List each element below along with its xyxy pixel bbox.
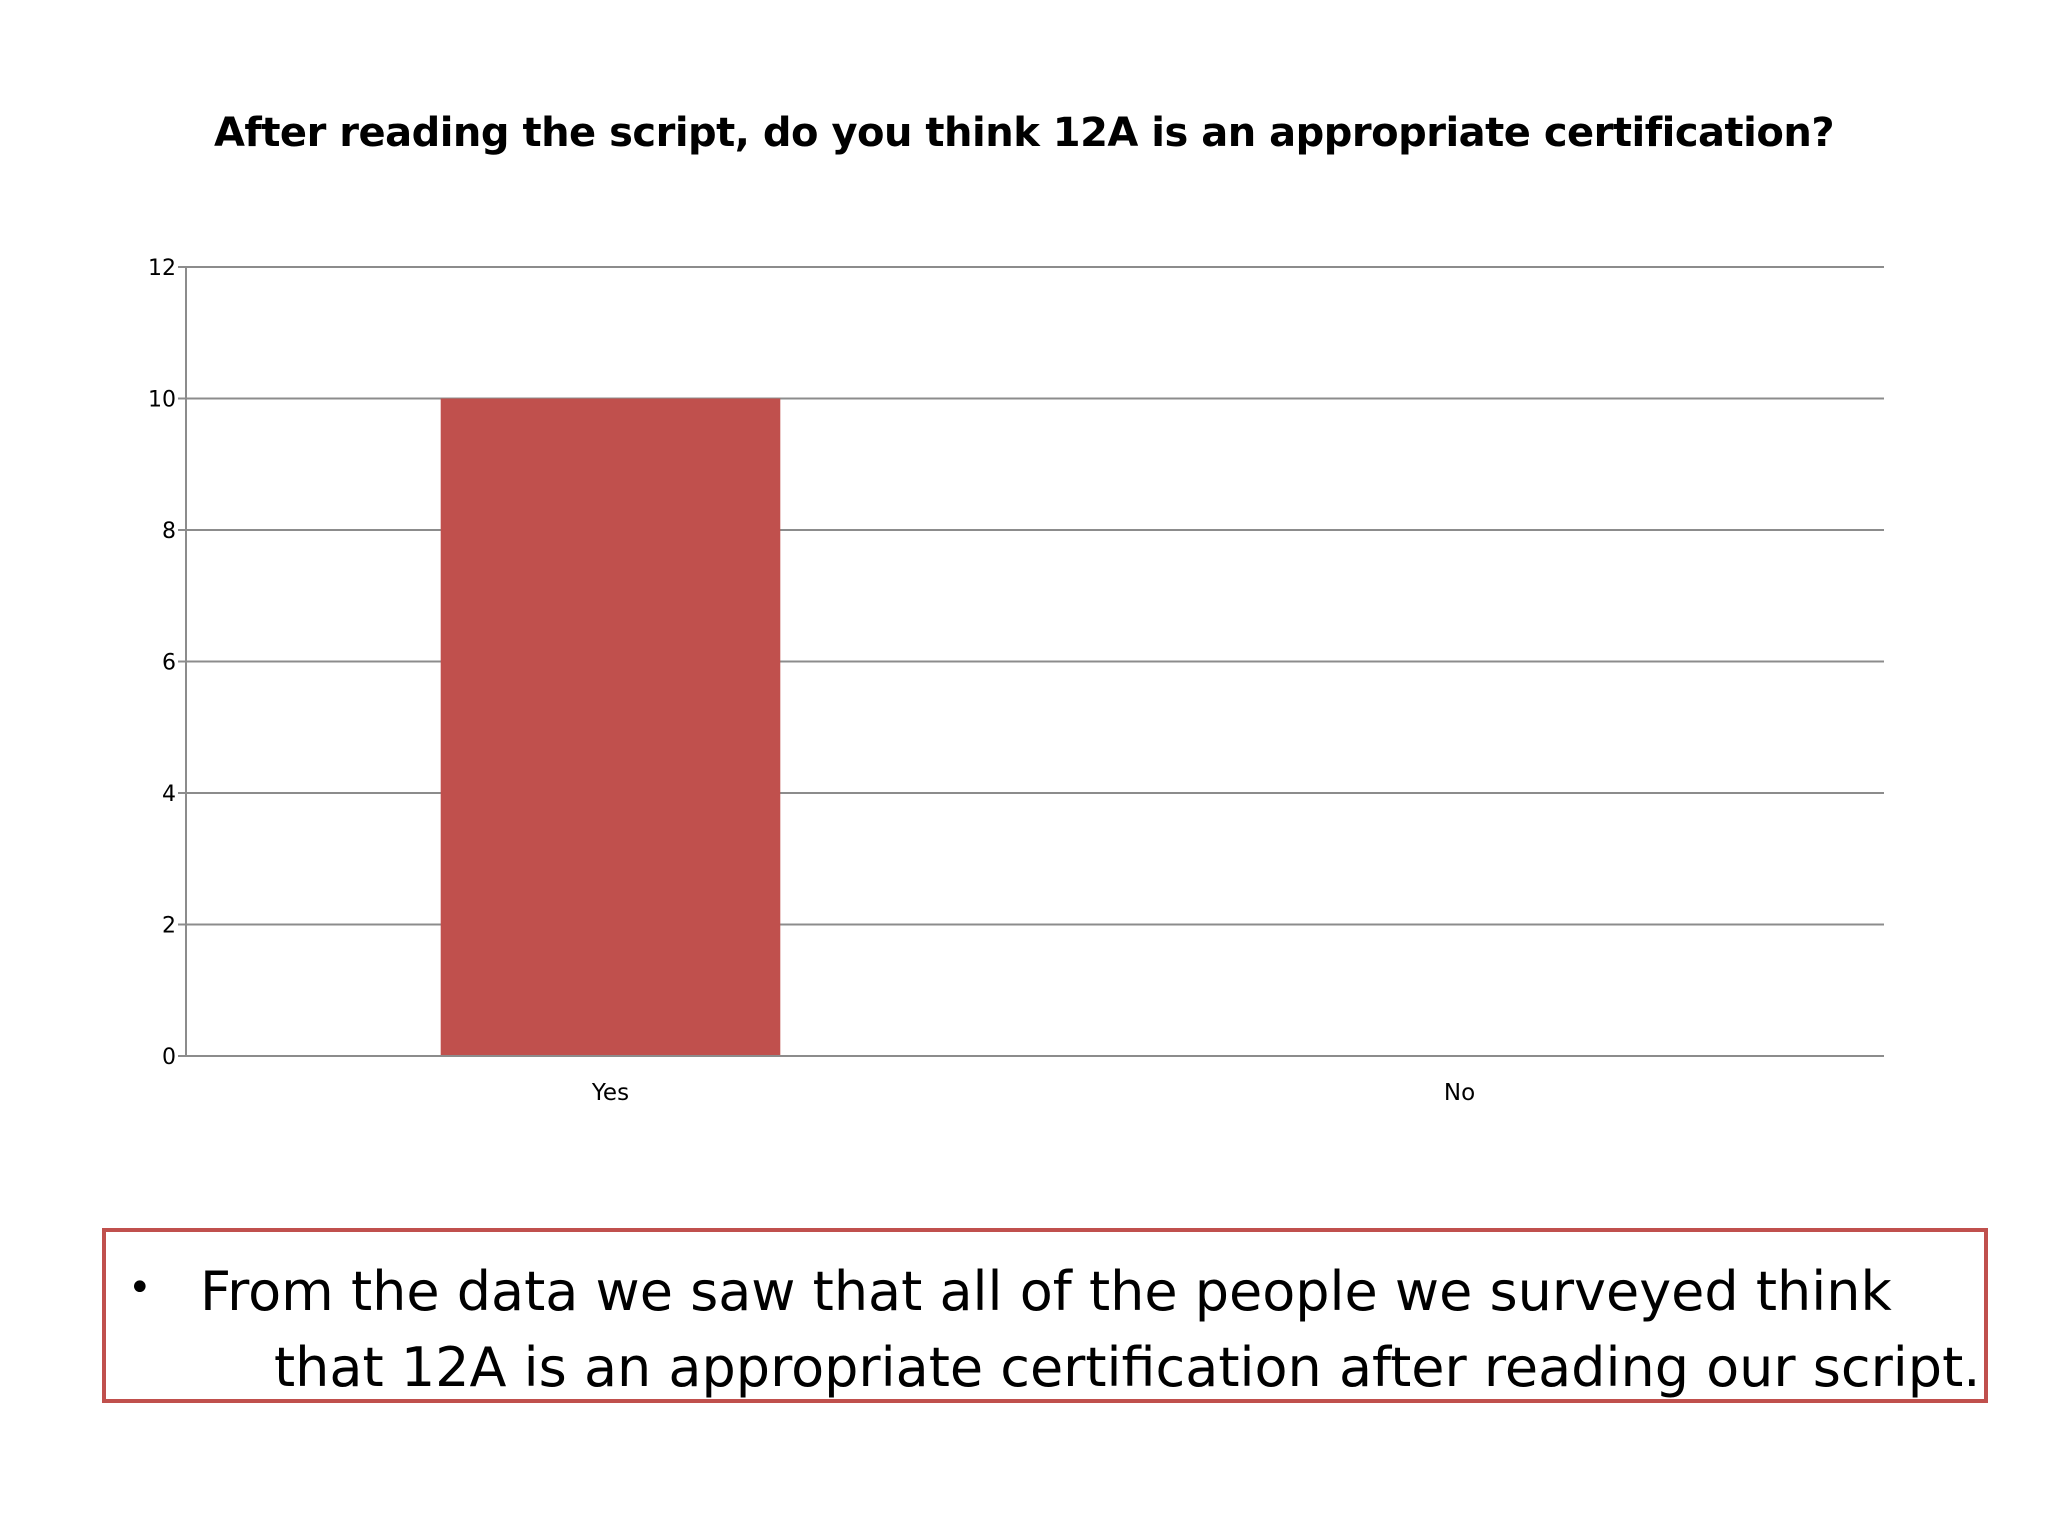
- y-tick-label: 4: [162, 782, 176, 807]
- y-tick-label: 8: [162, 519, 176, 544]
- x-tick-label: No: [1444, 1080, 1475, 1106]
- summary-callout: • From the data we saw that all of the p…: [102, 1228, 1988, 1403]
- callout-line-2: that 12A is an appropriate certification…: [274, 1336, 1981, 1399]
- y-tick-label: 2: [162, 914, 176, 939]
- y-tick-label: 10: [148, 388, 176, 413]
- callout-text: From the data we saw that all of the peo…: [200, 1254, 1980, 1406]
- bullet-icon: •: [128, 1265, 152, 1311]
- y-tick-label: 0: [162, 1045, 176, 1070]
- bar-yes: [440, 398, 781, 1056]
- y-tick-label: 6: [162, 651, 176, 676]
- bar-chart: 0 2 4 6 8 10 12 Yes No: [148, 256, 1884, 1106]
- x-tick-label: Yes: [591, 1080, 629, 1106]
- callout-line-1: From the data we saw that all of the peo…: [200, 1260, 1892, 1323]
- y-tick-label: 12: [148, 256, 176, 281]
- chart-title: After reading the script, do you think 1…: [213, 110, 1835, 156]
